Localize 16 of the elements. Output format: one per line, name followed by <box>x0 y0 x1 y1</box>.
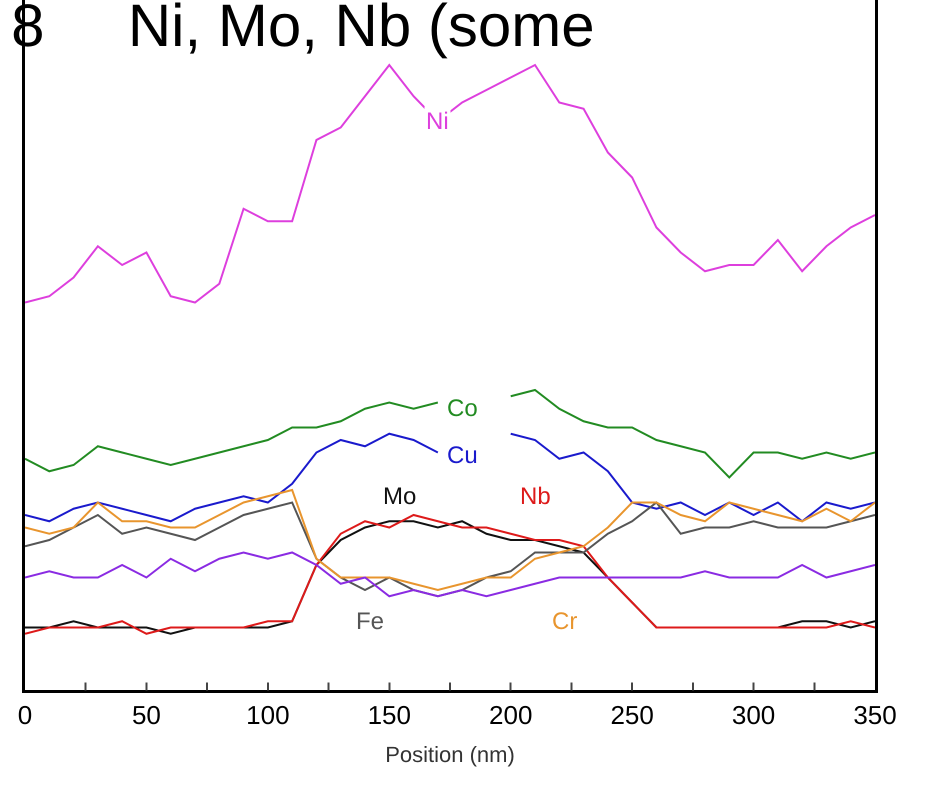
series-label: Co <box>447 395 478 422</box>
series-label: Fe <box>356 608 384 635</box>
series-label: Mo <box>383 483 416 510</box>
x-tick-label: 250 <box>610 700 654 730</box>
x-tick-label: 350 <box>853 700 897 730</box>
series-label: Cu <box>447 442 478 469</box>
x-tick-label: 0 <box>18 700 32 730</box>
text: Cr <box>552 608 578 635</box>
x-tick-label: 50 <box>132 700 161 730</box>
x-axis-title: Position (nm) <box>385 742 515 767</box>
series-label: Ni <box>426 108 449 135</box>
x-tick-label: 300 <box>732 700 776 730</box>
x-tick-label: 200 <box>489 700 532 730</box>
x-tick-label: 150 <box>368 700 411 730</box>
x-tick-label: 100 <box>246 700 290 730</box>
series-label: Nb <box>520 483 551 510</box>
